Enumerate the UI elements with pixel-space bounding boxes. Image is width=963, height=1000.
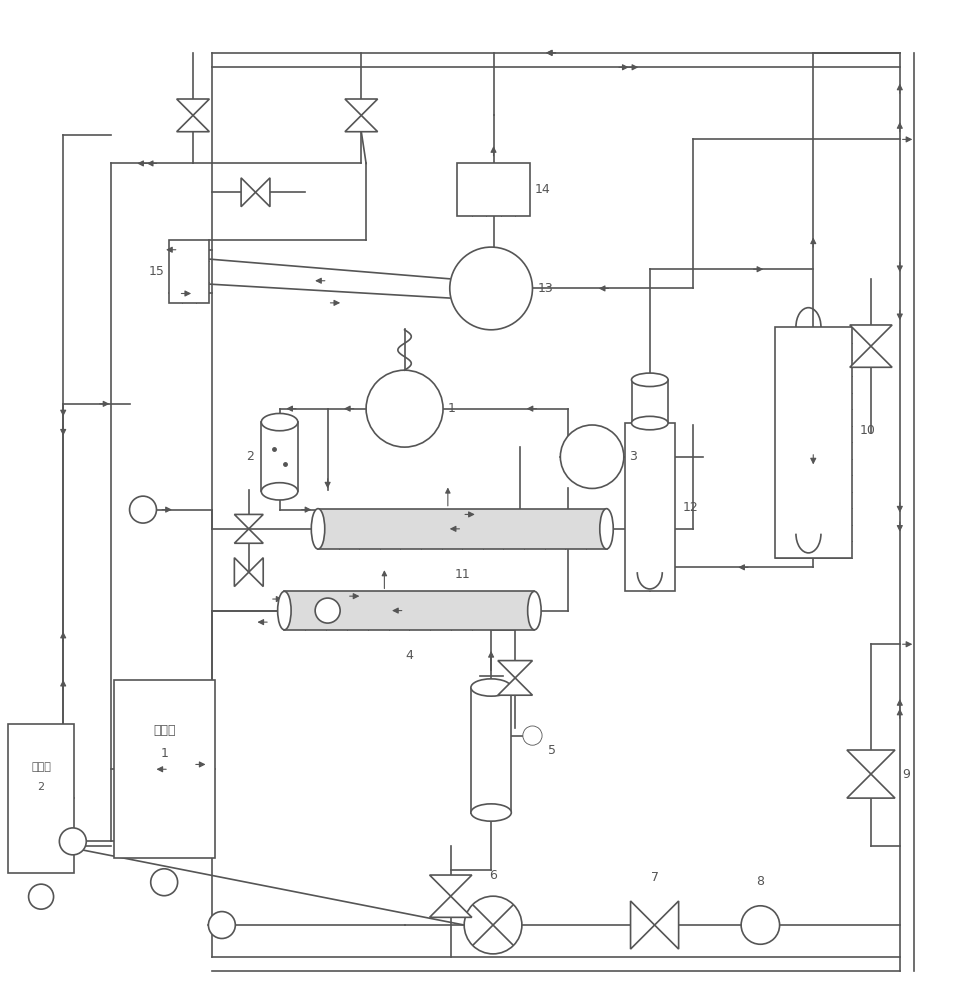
Polygon shape [234,558,248,587]
Ellipse shape [528,591,541,630]
Polygon shape [655,901,679,949]
Text: 12: 12 [683,501,698,514]
Circle shape [523,726,542,745]
Text: 13: 13 [537,282,553,295]
Polygon shape [345,115,377,132]
Ellipse shape [632,416,668,430]
Text: 10: 10 [859,424,875,437]
Polygon shape [631,901,655,949]
Polygon shape [345,99,377,115]
Polygon shape [255,178,270,207]
Circle shape [366,370,443,447]
Ellipse shape [471,679,511,696]
Polygon shape [846,774,895,798]
Text: 11: 11 [455,568,470,581]
Text: 2: 2 [246,450,253,463]
Bar [775,327,851,558]
Polygon shape [241,178,255,207]
Bar [471,688,511,813]
Bar [169,240,209,303]
Text: 1: 1 [448,402,455,415]
Text: 热水箱: 热水箱 [153,724,175,737]
Polygon shape [234,529,263,543]
Polygon shape [429,896,472,917]
Ellipse shape [600,509,613,549]
Circle shape [130,496,156,523]
Text: 8: 8 [756,875,765,888]
Ellipse shape [632,373,668,387]
Ellipse shape [261,483,298,500]
Circle shape [315,598,340,623]
Bar [625,423,675,591]
Ellipse shape [261,413,298,431]
Text: 6: 6 [489,869,497,882]
Polygon shape [234,514,263,529]
Text: 4: 4 [405,649,413,662]
Bar [457,163,530,216]
Text: 2: 2 [38,782,44,792]
Circle shape [150,869,177,896]
Circle shape [560,425,624,488]
Circle shape [29,884,54,909]
Bar [632,380,668,423]
Ellipse shape [471,804,511,821]
Bar [284,591,534,630]
Bar [261,422,298,491]
Circle shape [464,896,522,954]
Text: 15: 15 [148,265,164,278]
Ellipse shape [277,591,291,630]
Polygon shape [849,325,892,346]
Circle shape [450,247,533,330]
Text: 1: 1 [160,747,169,760]
Text: 5: 5 [548,744,556,757]
Circle shape [208,912,235,938]
Circle shape [742,906,780,944]
Polygon shape [176,115,209,132]
Polygon shape [176,99,209,115]
Polygon shape [429,875,472,896]
Text: 14: 14 [534,183,550,196]
Text: 9: 9 [902,768,911,781]
Polygon shape [498,661,533,678]
Text: 3: 3 [629,450,637,463]
Polygon shape [498,678,533,695]
Polygon shape [849,346,892,367]
Bar [114,680,215,858]
Circle shape [60,828,87,855]
Bar [9,724,74,873]
Polygon shape [846,750,895,774]
Bar [318,509,607,549]
Text: 热水箱: 热水箱 [31,762,51,772]
Polygon shape [248,558,263,587]
Ellipse shape [311,509,325,549]
Text: 7: 7 [651,871,659,884]
